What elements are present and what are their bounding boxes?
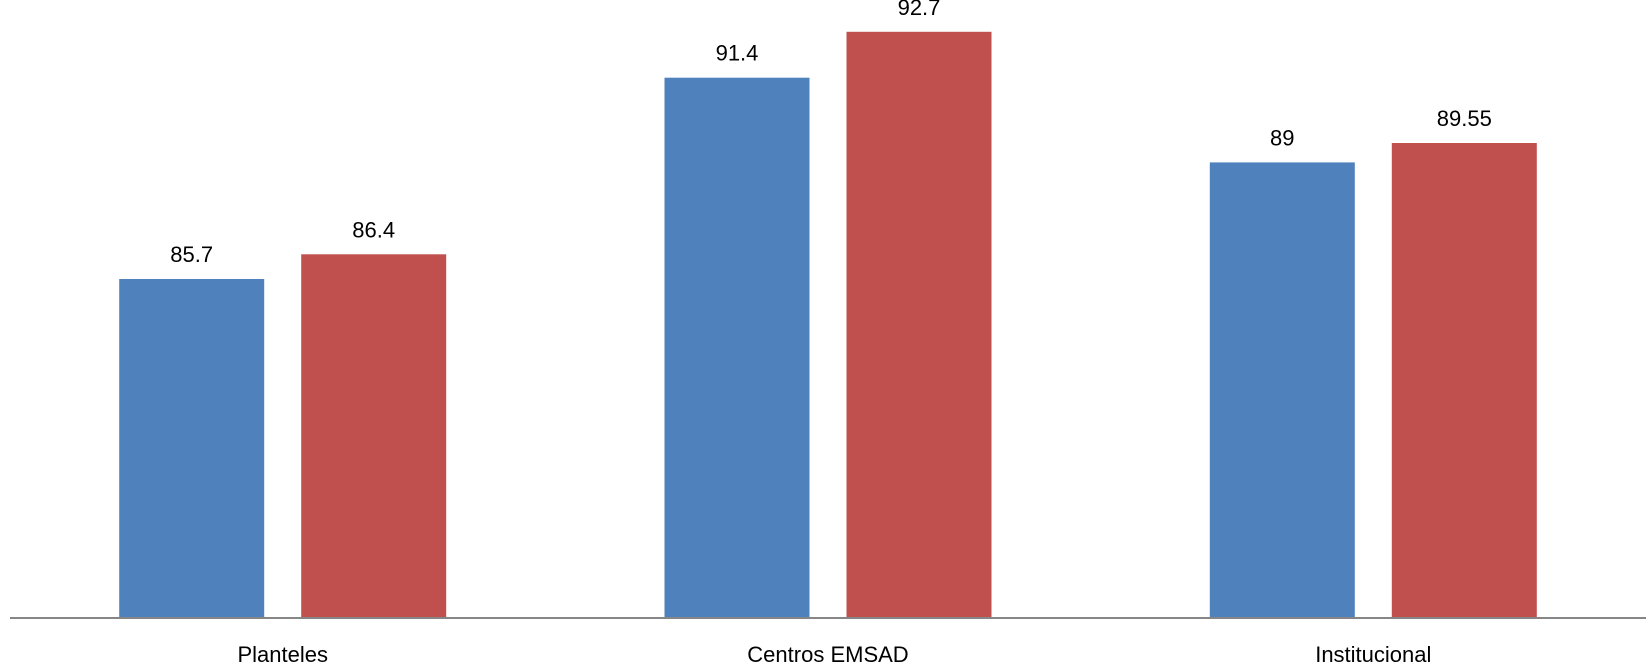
x-tick-labels-layer: Planteles Centros EMSAD Institucional — [237, 642, 1431, 665]
bar-planteles-series-2 — [301, 254, 447, 619]
bars-layer — [119, 31, 1537, 619]
bar-centros-emsad-series-2 — [846, 31, 992, 619]
x-tick-label: Planteles — [237, 642, 328, 665]
bar-centros-emsad-series-1 — [664, 77, 810, 618]
x-tick-label: Centros EMSAD — [747, 642, 908, 665]
data-label: 86.4 — [352, 217, 395, 242]
bar-institucional-series-2 — [1391, 143, 1537, 618]
data-label: 91.4 — [716, 41, 759, 66]
data-label: 89 — [1270, 125, 1294, 150]
data-label: 89.55 — [1437, 106, 1492, 131]
data-labels-layer: 85.7 86.4 91.4 92.7 89 89.55 — [170, 0, 1492, 267]
bar-planteles-series-1 — [119, 279, 265, 618]
data-label: 92.7 — [898, 0, 941, 20]
x-tick-label: Institucional — [1315, 642, 1431, 665]
data-label: 85.7 — [170, 242, 213, 267]
bar-institucional-series-1 — [1209, 162, 1355, 618]
